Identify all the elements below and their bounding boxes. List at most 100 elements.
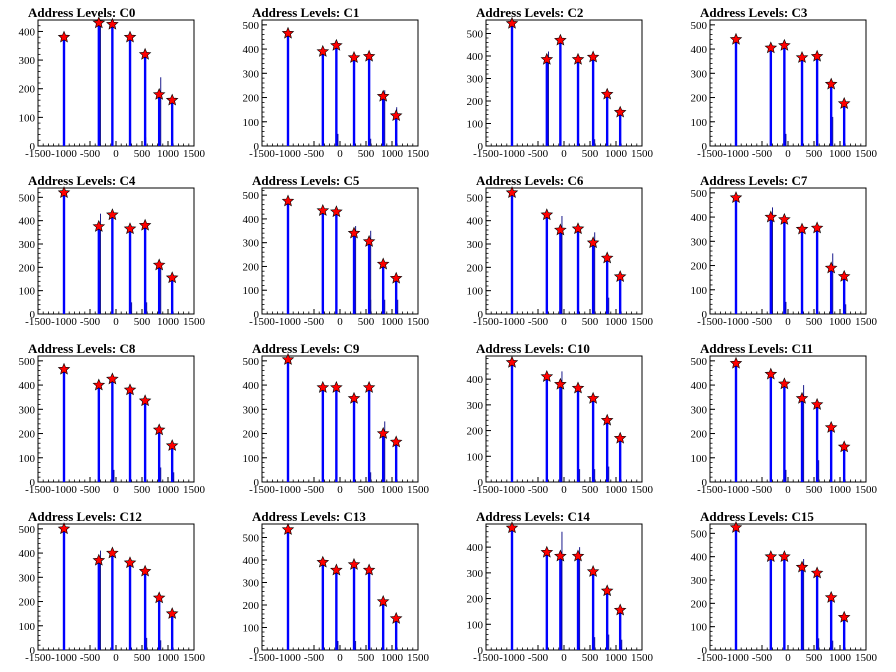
bar [286, 529, 290, 650]
y-tick-label: 200 [243, 93, 260, 105]
chart-panel: Address Levels: C14 0 100 200 300 400 -1500 -10… [448, 504, 672, 672]
y-tick-label: 400 [19, 548, 36, 560]
peak-marker [764, 210, 778, 223]
plot-frame [485, 187, 643, 315]
peak-marker [330, 38, 343, 51]
bar [97, 560, 101, 650]
bar [783, 219, 786, 314]
y-tick-label: 200 [691, 261, 708, 273]
y-tick-label: 0 [478, 645, 484, 657]
chart-svg: 0 100 200 300 400 -1500 -1000 -500 0 500 1000 1500 [467, 521, 654, 664]
y-tick-label: 200 [467, 426, 484, 438]
bar [605, 94, 609, 146]
y-tick-label: 400 [467, 216, 484, 228]
peak-marker [138, 47, 152, 60]
y-tick-label: 100 [19, 621, 36, 633]
peak-marker [824, 261, 838, 274]
x-tick-label: -1500 [473, 652, 499, 664]
bar [829, 84, 833, 146]
bar [170, 445, 174, 482]
bar [842, 103, 846, 146]
x-tick-label: 500 [582, 316, 599, 328]
y-tick-label: 500 [243, 356, 260, 368]
y-tick-label: 0 [30, 645, 36, 657]
x-tick-label: 0 [785, 148, 791, 160]
peak-marker [389, 435, 403, 448]
x-tick-label: 1000 [605, 148, 628, 160]
bar [591, 571, 595, 650]
bar [800, 229, 804, 314]
y-tick-label: 400 [243, 555, 260, 567]
y-tick-label: 400 [467, 542, 484, 554]
x-tick-label: 500 [806, 652, 823, 664]
x-tick-label: 500 [806, 484, 823, 496]
bar [734, 39, 738, 147]
chart-panel: Address Levels: C13 0 100 200 300 400 500 -1500… [224, 504, 448, 672]
bar [335, 45, 338, 146]
chart-panel: Address Levels: C15 0 100 200 300 400 500 -1500… [672, 504, 896, 672]
bar [783, 45, 786, 146]
x-tick-label: 1500 [183, 316, 206, 328]
peak-marker [778, 377, 791, 390]
peak-marker [613, 603, 627, 616]
bar [842, 276, 846, 314]
chart-svg: 0 100 200 300 400 500 -1500 -1000 -500 0 500 1000 15… [243, 19, 430, 160]
chart-title: Address Levels: C6 [476, 173, 584, 188]
y-tick-label: 400 [467, 374, 484, 386]
peak-marker [764, 550, 778, 563]
x-tick-label: 500 [134, 316, 151, 328]
plot-frame [261, 19, 419, 147]
bar [157, 94, 161, 146]
bar [829, 427, 833, 482]
peak-marker [281, 523, 295, 535]
x-tick-label: 1000 [157, 148, 180, 160]
y-tick-label: 300 [691, 404, 708, 416]
peak-marker [152, 258, 166, 271]
peak-marker [330, 205, 343, 218]
y-tick-label: 200 [467, 594, 484, 606]
y-tick-label: 0 [702, 477, 708, 489]
chart-title: Address Levels: C8 [28, 341, 136, 356]
y-tick-label: 100 [467, 119, 484, 131]
x-tick-label: -1000 [51, 148, 77, 160]
y-tick-label: 0 [30, 477, 36, 489]
plot-frame [709, 355, 867, 483]
bar [559, 384, 562, 482]
x-tick-label: -1500 [249, 148, 275, 160]
x-tick-label: -1500 [473, 316, 499, 328]
plot-frame [709, 187, 867, 315]
bar [815, 227, 819, 314]
x-tick-label: -1500 [697, 148, 723, 160]
chart-svg: 0 100 200 300 400 500 -1500 -1000 -500 0 500 1000 15… [691, 520, 878, 664]
peak-marker [165, 271, 179, 284]
bar [97, 226, 101, 314]
y-tick-label: 500 [19, 524, 36, 536]
y-tick-label: 400 [691, 44, 708, 56]
chart-svg: 0 100 200 300 400 500 -1500 -1000 -500 0 500 1000 15… [19, 355, 206, 496]
peak-marker [764, 41, 778, 54]
peak-marker [376, 257, 390, 270]
peak-marker [540, 52, 554, 65]
peak-marker [362, 380, 376, 393]
x-tick-label: 1000 [157, 316, 180, 328]
bar [800, 398, 804, 482]
x-tick-label: 500 [358, 652, 375, 664]
chart-panel: Address Levels: C10 0 100 200 300 400 -1500 -10… [448, 336, 672, 504]
y-tick-label: 200 [691, 598, 708, 610]
x-tick-label: -1500 [697, 652, 723, 664]
peak-marker [316, 380, 330, 393]
x-tick-label: 1000 [829, 148, 852, 160]
y-tick-label: 300 [19, 55, 36, 67]
chart-panel: Address Levels: C5 0 100 200 300 400 500 -1500-… [224, 168, 448, 336]
peak-marker [92, 553, 106, 566]
x-tick-label: 1500 [855, 652, 878, 664]
bar [381, 433, 385, 482]
bar [352, 564, 356, 650]
peak-marker [123, 383, 137, 396]
bar [97, 385, 101, 482]
chart-svg: 0 100 200 300 400 -1500 -1000 -500 0 500 1000 1500 [467, 355, 654, 496]
x-tick-label: 0 [337, 652, 343, 664]
plot-frame [485, 355, 643, 483]
peak-marker [165, 93, 179, 106]
bar [170, 100, 174, 146]
